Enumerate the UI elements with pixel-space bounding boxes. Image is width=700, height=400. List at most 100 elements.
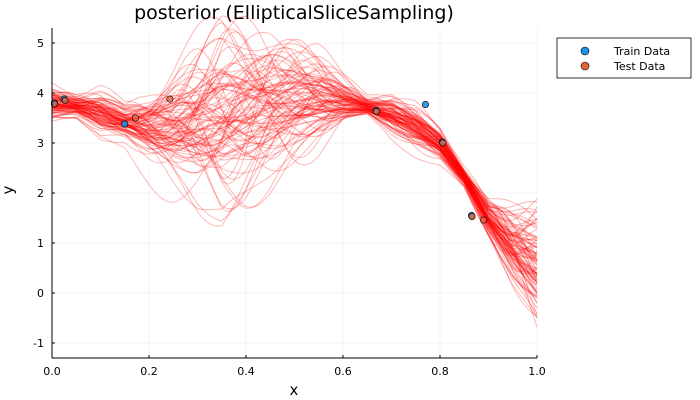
posterior-sample-line (51, 112, 538, 309)
test-data-point (468, 213, 476, 221)
posterior-sample-line (51, 21, 538, 216)
posterior-sample-line (51, 96, 538, 328)
posterior-sample-line (51, 81, 538, 260)
posterior-sample-line (51, 104, 538, 277)
posterior-sample-line (51, 73, 538, 238)
posterior-sample-line (51, 15, 538, 222)
legend-marker (580, 46, 590, 56)
posterior-sample-line (51, 88, 538, 265)
posterior-sample-line (51, 107, 538, 293)
posterior-sample-line (51, 70, 538, 272)
posterior-sample-line (51, 99, 538, 294)
posterior-sample-line (52, 92, 538, 241)
posterior-sample-line (51, 92, 538, 276)
y-tick-label: 0 (37, 287, 44, 300)
axes-layer: 0.0 0.2 0.4 0.6 0.8 1.0 -1 0 1 2 3 4 5 (33, 28, 546, 378)
legend-marker (580, 61, 590, 71)
posterior-sample-line (51, 101, 538, 275)
posterior-sample-line (51, 99, 538, 316)
posterior-sample-line (51, 54, 538, 230)
posterior-sample-line (51, 105, 538, 290)
test-data-point (439, 139, 447, 147)
x-tick-label: 0.6 (334, 365, 352, 378)
posterior-sample-line (51, 100, 538, 296)
chart-title: posterior (EllipticalSliceSampling) (134, 2, 454, 24)
y-axis-label: y (0, 185, 17, 194)
posterior-sample-line (51, 71, 538, 255)
posterior-sample-line (51, 94, 538, 291)
x-tick-label: 0.4 (237, 365, 255, 378)
x-tick-label: 0.0 (43, 365, 61, 378)
y-tick-label: 3 (37, 137, 44, 150)
x-tick-label: 0.2 (140, 365, 158, 378)
posterior-sample-line (51, 85, 538, 242)
posterior-sample-line (51, 73, 538, 247)
posterior-sample-line (51, 103, 538, 261)
posterior-sample-line (51, 46, 538, 261)
posterior-sample-line (51, 66, 538, 249)
posterior-sample-line (51, 83, 538, 293)
legend-label: Train Data (613, 45, 670, 58)
posterior-sample-line (52, 69, 538, 275)
posterior-sample-line (51, 84, 538, 245)
posterior-sample-line (51, 106, 538, 261)
legend-label: Test Data (613, 60, 665, 73)
posterior-sample-line (51, 106, 538, 281)
posterior-sample-line (51, 107, 538, 280)
posterior-sample-line (51, 80, 538, 240)
posterior-sample-line (51, 108, 538, 269)
posterior-sample-line (51, 107, 538, 283)
x-tick-label: 1.0 (528, 365, 546, 378)
posterior-sample-line (51, 65, 538, 297)
posterior-sample-line (51, 38, 538, 220)
posterior-sample-line (51, 78, 538, 244)
x-tick-label: 0.8 (431, 365, 449, 378)
posterior-sample-line (51, 83, 538, 278)
posterior-sample-line (51, 89, 538, 258)
test-data-point (50, 100, 58, 108)
posterior-sample-line (51, 57, 538, 239)
posterior-sample-line (51, 107, 538, 284)
posterior-sample-line (51, 97, 538, 264)
posterior-sample-line (51, 54, 538, 256)
posterior-sample-line (51, 67, 538, 257)
posterior-sample-line (51, 69, 538, 275)
train-data-point (421, 101, 429, 109)
y-tick-label: -1 (33, 337, 44, 350)
legend-box (556, 37, 692, 79)
posterior-sample-line (51, 46, 538, 238)
posterior-samples-layer (51, 15, 538, 328)
posterior-sample-line (51, 112, 538, 314)
posterior-sample-line (51, 98, 538, 283)
posterior-sample-line (51, 37, 538, 227)
posterior-sample-line (51, 50, 538, 284)
posterior-sample-line (51, 105, 538, 259)
posterior-sample-line (51, 62, 538, 235)
posterior-sample-line (51, 85, 538, 256)
y-tick-label: 2 (37, 187, 44, 200)
posterior-sample-line (51, 92, 538, 262)
posterior-sample-line (51, 53, 538, 236)
posterior-sample-line (51, 28, 538, 257)
train-data-point (121, 120, 129, 128)
legend: Train Data Test Data (556, 37, 692, 79)
posterior-sample-line (51, 37, 538, 237)
posterior-sample-line (51, 31, 538, 209)
test-data-point (372, 108, 380, 116)
posterior-sample-line (51, 107, 538, 304)
posterior-sample-line (51, 91, 538, 298)
posterior-sample-line (51, 31, 538, 275)
posterior-sample-line (51, 79, 538, 299)
posterior-sample-line (51, 73, 538, 254)
posterior-sample-line (51, 111, 538, 318)
test-data-point (131, 114, 139, 122)
posterior-sample-line (51, 91, 538, 254)
posterior-sample-line (52, 110, 538, 317)
posterior-sample-line (51, 111, 538, 294)
posterior-sample-line (51, 83, 538, 262)
posterior-sample-line (51, 75, 538, 228)
posterior-sample-line (51, 88, 538, 274)
y-tick-label: 1 (37, 237, 44, 250)
